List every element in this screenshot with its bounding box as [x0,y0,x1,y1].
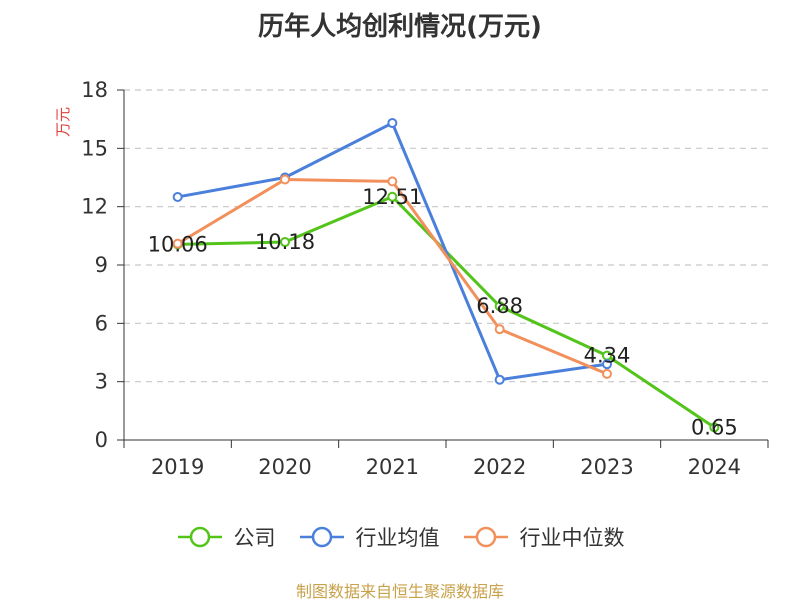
y-tick-label: 6 [95,311,108,335]
x-tick-label: 2024 [688,455,741,479]
legend: 公司 行业均值 行业中位数 [0,520,800,554]
data-point[interactable] [280,237,290,248]
data-point[interactable] [602,368,612,379]
data-point[interactable] [494,374,505,385]
data-label: 10.06 [148,232,208,256]
data-point[interactable] [387,118,398,129]
data-label: 4.34 [584,344,631,368]
data-point[interactable] [172,191,183,202]
chart-title: 历年人均创利情况(万元) [258,12,542,42]
data-point[interactable] [709,422,720,433]
data-label: 12.51 [362,185,422,209]
data-point[interactable] [387,176,398,187]
y-tick-label: 9 [95,253,108,277]
legend-item-industry-mean[interactable]: 行业均值 [298,522,440,552]
data-point[interactable] [494,324,505,335]
data-point[interactable] [387,191,398,202]
y-tick-label: 3 [95,370,108,394]
data-point[interactable] [172,238,183,249]
y-tick-label: 12 [81,195,108,219]
legend-item-company[interactable]: 公司 [176,522,276,552]
legend-label: 公司 [233,526,276,550]
data-label: 10.18 [255,230,315,254]
y-axis-label: 万元 [54,107,72,137]
line-chart: 0 3 6 9 12 15 18 2019 2020 2021 2022 2023 2024 万元 10.0… [54,78,769,479]
y-tick-label: 0 [95,428,108,452]
legend-line-marker-icon [299,526,344,548]
legend-label: 行业中位数 [519,526,625,550]
series-line-1 [177,121,608,382]
x-tick-label: 2020 [258,455,311,479]
legend-label: 行业均值 [355,526,440,550]
x-tick-label: 2022 [473,455,526,479]
x-tick-label: 2021 [366,455,419,479]
x-tick-label: 2023 [580,455,633,479]
data-label: 6.88 [476,294,523,318]
data-point[interactable] [494,301,505,312]
data-label: 0.65 [691,415,738,439]
legend-line-marker-icon [177,526,222,548]
source-note: 制图数据来自恒生聚源数据库 [295,582,504,601]
legend-item-industry-median[interactable]: 行业中位数 [462,522,625,552]
y-tick-label: 18 [81,78,108,102]
y-tick-label: 15 [81,136,108,160]
data-point[interactable] [280,174,290,185]
data-point[interactable] [602,359,612,370]
x-tick-label: 2019 [151,455,204,479]
legend-line-marker-icon [463,526,508,548]
